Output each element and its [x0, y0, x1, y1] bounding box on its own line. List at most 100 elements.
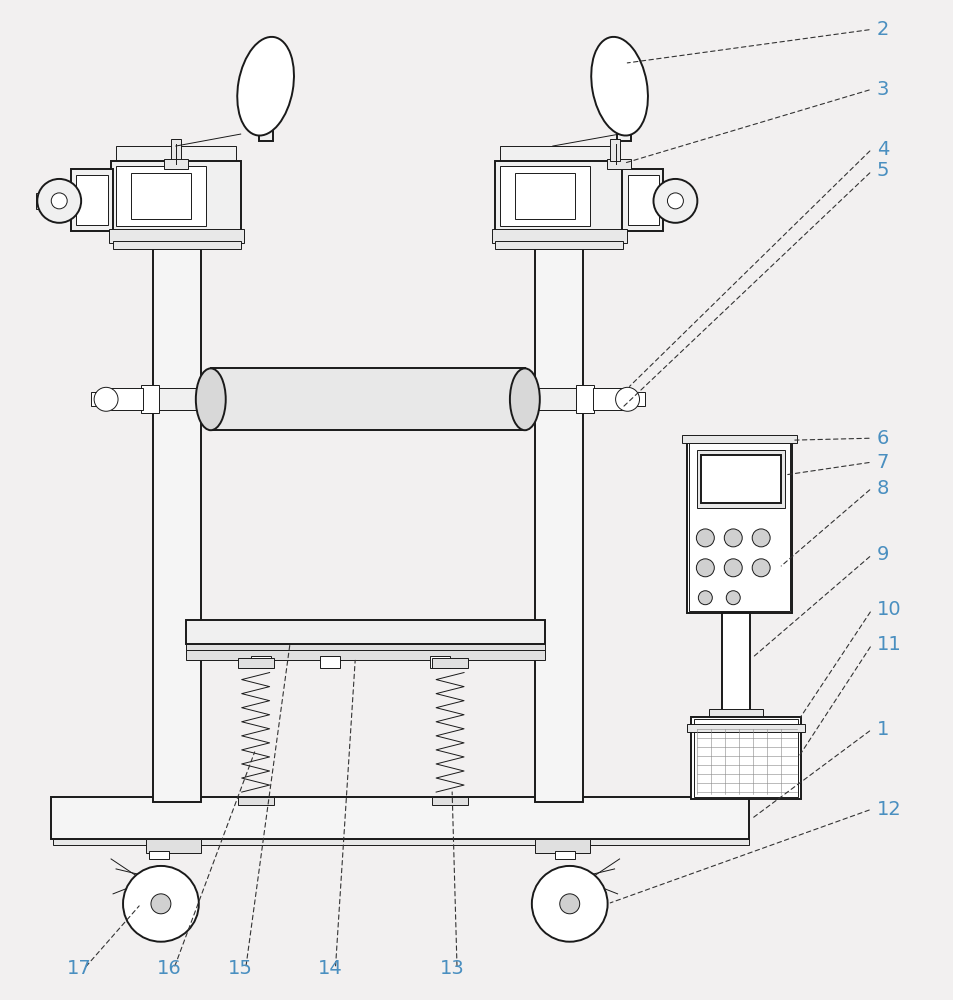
Text: 12: 12	[876, 800, 901, 819]
Bar	[41, 196, 59, 206]
Bar	[186, 644, 544, 652]
Bar	[116, 146, 235, 164]
Bar	[141, 385, 159, 413]
Bar	[689, 440, 789, 611]
Bar	[606, 159, 630, 169]
Text: 3: 3	[876, 80, 888, 99]
Text: 13: 13	[439, 959, 464, 978]
Bar	[709, 709, 762, 727]
Bar	[691, 717, 801, 799]
Bar	[499, 166, 589, 226]
Bar	[251, 656, 271, 668]
Circle shape	[151, 894, 171, 914]
Bar	[575, 385, 593, 413]
Circle shape	[615, 387, 639, 411]
Circle shape	[723, 529, 741, 547]
Text: 10: 10	[876, 600, 901, 619]
Bar	[111, 161, 240, 231]
Bar	[258, 51, 273, 141]
Bar	[152, 149, 200, 802]
Bar	[519, 388, 589, 410]
Bar	[681, 435, 796, 443]
Bar	[237, 658, 274, 668]
Circle shape	[94, 387, 118, 411]
Text: 8: 8	[876, 479, 888, 498]
Bar	[116, 166, 206, 226]
Circle shape	[653, 179, 697, 223]
Text: 2: 2	[876, 20, 888, 39]
Bar	[555, 851, 574, 859]
Bar	[186, 650, 544, 660]
Bar	[111, 388, 143, 410]
Circle shape	[725, 591, 740, 605]
Bar	[51, 797, 748, 839]
Bar	[721, 613, 749, 712]
Bar	[609, 139, 618, 161]
Bar	[687, 724, 804, 732]
Bar	[149, 851, 169, 859]
Text: 17: 17	[67, 959, 91, 978]
Bar	[211, 368, 524, 430]
Bar	[113, 241, 240, 249]
Bar	[131, 173, 191, 219]
Bar	[53, 839, 748, 845]
Ellipse shape	[509, 368, 539, 430]
Bar	[320, 656, 340, 668]
Bar	[535, 149, 582, 802]
Text: 1: 1	[876, 720, 888, 739]
Text: 4: 4	[876, 140, 888, 159]
Bar	[146, 388, 215, 410]
Bar	[622, 392, 644, 406]
Text: 11: 11	[876, 635, 901, 654]
Bar	[700, 455, 781, 503]
Circle shape	[698, 591, 712, 605]
Bar	[164, 159, 188, 169]
Bar	[694, 719, 798, 797]
Bar	[432, 658, 468, 668]
Circle shape	[696, 559, 714, 577]
Circle shape	[723, 559, 741, 577]
Text: 14: 14	[317, 959, 342, 978]
Bar	[535, 839, 589, 853]
Circle shape	[531, 866, 607, 942]
Bar	[109, 229, 243, 243]
Circle shape	[559, 894, 579, 914]
Bar	[697, 450, 784, 508]
Bar	[677, 193, 684, 209]
Bar	[430, 656, 450, 668]
Text: 6: 6	[876, 429, 888, 448]
Bar	[432, 797, 468, 805]
Text: 16: 16	[156, 959, 181, 978]
Text: 9: 9	[876, 545, 888, 564]
Circle shape	[751, 559, 769, 577]
Text: 15: 15	[228, 959, 253, 978]
Circle shape	[123, 866, 198, 942]
Bar	[146, 839, 200, 853]
Ellipse shape	[591, 37, 647, 136]
Bar	[186, 620, 544, 644]
Bar	[492, 229, 626, 243]
Bar	[71, 169, 113, 231]
Bar	[495, 241, 622, 249]
Ellipse shape	[195, 368, 226, 430]
Bar	[627, 175, 659, 225]
Bar	[621, 169, 662, 231]
Bar	[91, 392, 113, 406]
Circle shape	[37, 179, 81, 223]
Bar	[515, 173, 574, 219]
Bar	[237, 797, 274, 805]
Bar	[687, 438, 791, 613]
Circle shape	[751, 529, 769, 547]
Bar	[499, 146, 618, 164]
Bar	[495, 161, 624, 231]
Bar	[592, 388, 624, 410]
Bar	[616, 51, 630, 141]
Circle shape	[667, 193, 682, 209]
Text: 5: 5	[876, 161, 888, 180]
Circle shape	[696, 529, 714, 547]
Bar	[76, 175, 108, 225]
Bar	[171, 139, 181, 161]
Bar	[677, 196, 695, 206]
Text: 7: 7	[876, 453, 888, 472]
Circle shape	[51, 193, 67, 209]
